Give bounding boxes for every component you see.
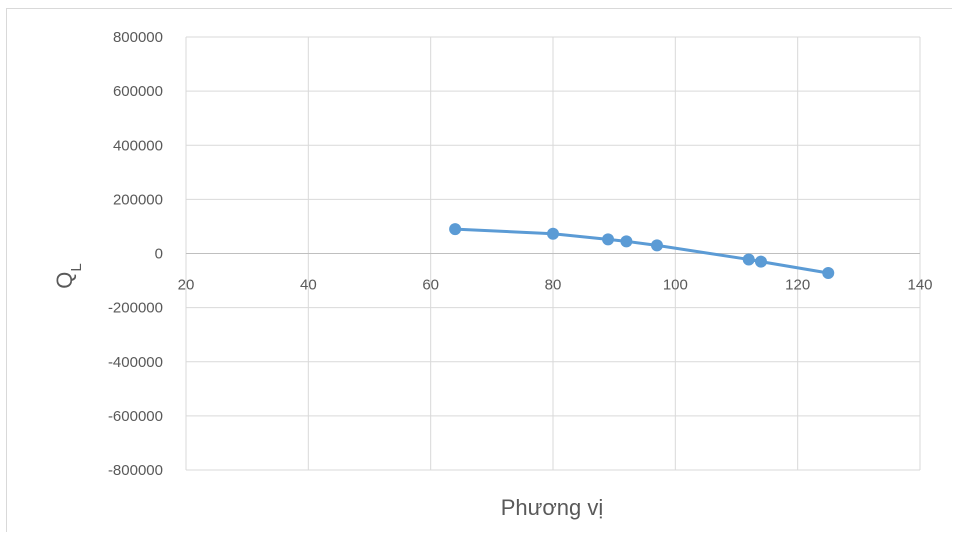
- y-tick-label: 800000: [113, 29, 163, 46]
- data-point: [449, 223, 462, 236]
- x-tick-label: 120: [785, 277, 810, 294]
- y-tick-label: -600000: [108, 408, 163, 425]
- y-tick-label: 600000: [113, 83, 163, 100]
- data-series: [449, 223, 835, 279]
- data-point: [754, 255, 767, 268]
- data-point: [547, 227, 559, 240]
- data-point: [650, 239, 663, 252]
- chart-frame: [6, 8, 952, 532]
- series-line: [455, 227, 829, 275]
- y-axis-title: QL: [52, 263, 85, 288]
- data-point: [620, 235, 633, 248]
- y-tick-label: 0: [155, 246, 163, 263]
- y-tick-label: -400000: [108, 354, 163, 371]
- y-tick-label: -800000: [108, 462, 163, 479]
- y-tick-label: 200000: [113, 191, 163, 208]
- x-axis-title: Phương vị: [501, 495, 604, 520]
- data-point: [822, 266, 835, 279]
- x-tick-label: 20: [178, 277, 195, 294]
- y-tick-label: 400000: [113, 137, 163, 154]
- y-tick-labels: 800000 600000 400000 200000 0 -200000 -400000 -…: [108, 29, 163, 479]
- y-tick-label: -200000: [108, 300, 163, 317]
- x-tick-label: 40: [300, 277, 317, 294]
- x-tick-labels: 20 40 60 80 100 120 140: [178, 277, 933, 294]
- horizontal-gridlines: [186, 36, 920, 471]
- data-point: [742, 253, 755, 266]
- x-tick-label: 80: [545, 277, 562, 294]
- y-axis-title-subscript: L: [68, 263, 85, 271]
- x-tick-label: 60: [422, 277, 439, 294]
- data-point: [602, 233, 615, 246]
- y-axis-title-main: Q: [52, 272, 77, 289]
- x-tick-label: 140: [907, 277, 932, 294]
- x-tick-label: 100: [663, 277, 688, 294]
